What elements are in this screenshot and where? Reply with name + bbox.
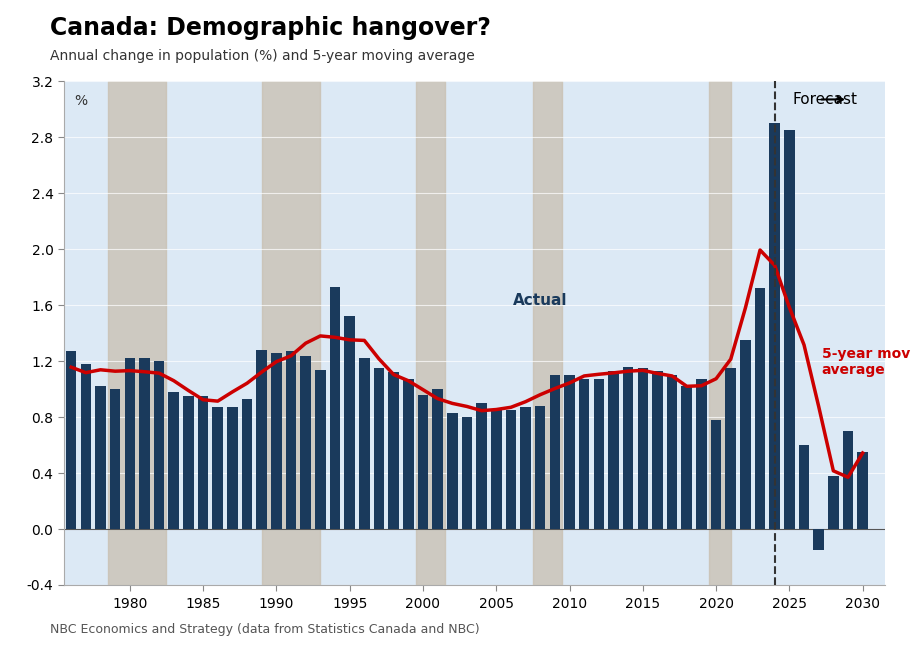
Bar [519,408,530,529]
Bar [842,431,853,529]
Bar [415,81,445,585]
Text: Actual: Actual [512,293,567,308]
Bar [505,410,516,529]
Bar [374,368,384,529]
Bar [95,386,106,529]
Bar [476,403,486,529]
Bar [813,529,823,550]
Bar [856,452,867,529]
Bar [724,368,735,529]
Text: Annual change in population (%) and 5-year moving average: Annual change in population (%) and 5-ye… [50,49,475,63]
Bar [432,389,443,529]
Bar [271,353,281,529]
Bar [564,375,574,529]
Bar [681,386,691,529]
Text: NBC Economics and Strategy (data from Statistics Canada and NBC): NBC Economics and Strategy (data from St… [50,623,479,636]
Bar [125,358,135,529]
Bar [593,380,603,529]
Bar [139,358,149,529]
Bar [261,81,320,585]
Bar [285,351,296,529]
Bar [783,130,793,529]
Bar [344,317,354,529]
Bar [608,371,618,529]
Bar [109,389,120,529]
Bar [622,367,633,529]
Text: Forecast: Forecast [792,92,856,107]
Bar [637,368,648,529]
Bar [666,375,677,529]
Bar [549,375,559,529]
Bar [535,406,545,529]
Bar [107,81,166,585]
Bar [169,392,179,529]
Bar [314,369,325,529]
Bar [66,351,77,529]
Bar [461,417,472,529]
Bar [827,476,838,529]
Bar [490,410,501,529]
Bar [183,396,193,529]
Bar [446,413,457,529]
Bar [798,445,808,529]
Bar [754,289,764,529]
Bar [710,420,721,529]
Bar [769,124,779,529]
Bar [154,361,164,529]
Bar [708,81,730,585]
Text: %: % [75,94,87,108]
Bar [212,408,223,529]
Bar [80,364,91,529]
Text: 5-year moving
average: 5-year moving average [821,347,911,377]
Bar [300,356,311,529]
Bar [227,408,238,529]
Bar [578,380,589,529]
Bar [695,380,706,529]
Text: Canada: Demographic hangover?: Canada: Demographic hangover? [50,16,490,40]
Bar [532,81,561,585]
Bar [256,350,267,529]
Bar [198,396,208,529]
Bar [330,287,340,529]
Bar [403,380,413,529]
Bar [740,340,750,529]
Bar [651,371,662,529]
Bar [388,372,398,529]
Bar [359,358,369,529]
Bar [417,395,428,529]
Bar [241,399,252,529]
